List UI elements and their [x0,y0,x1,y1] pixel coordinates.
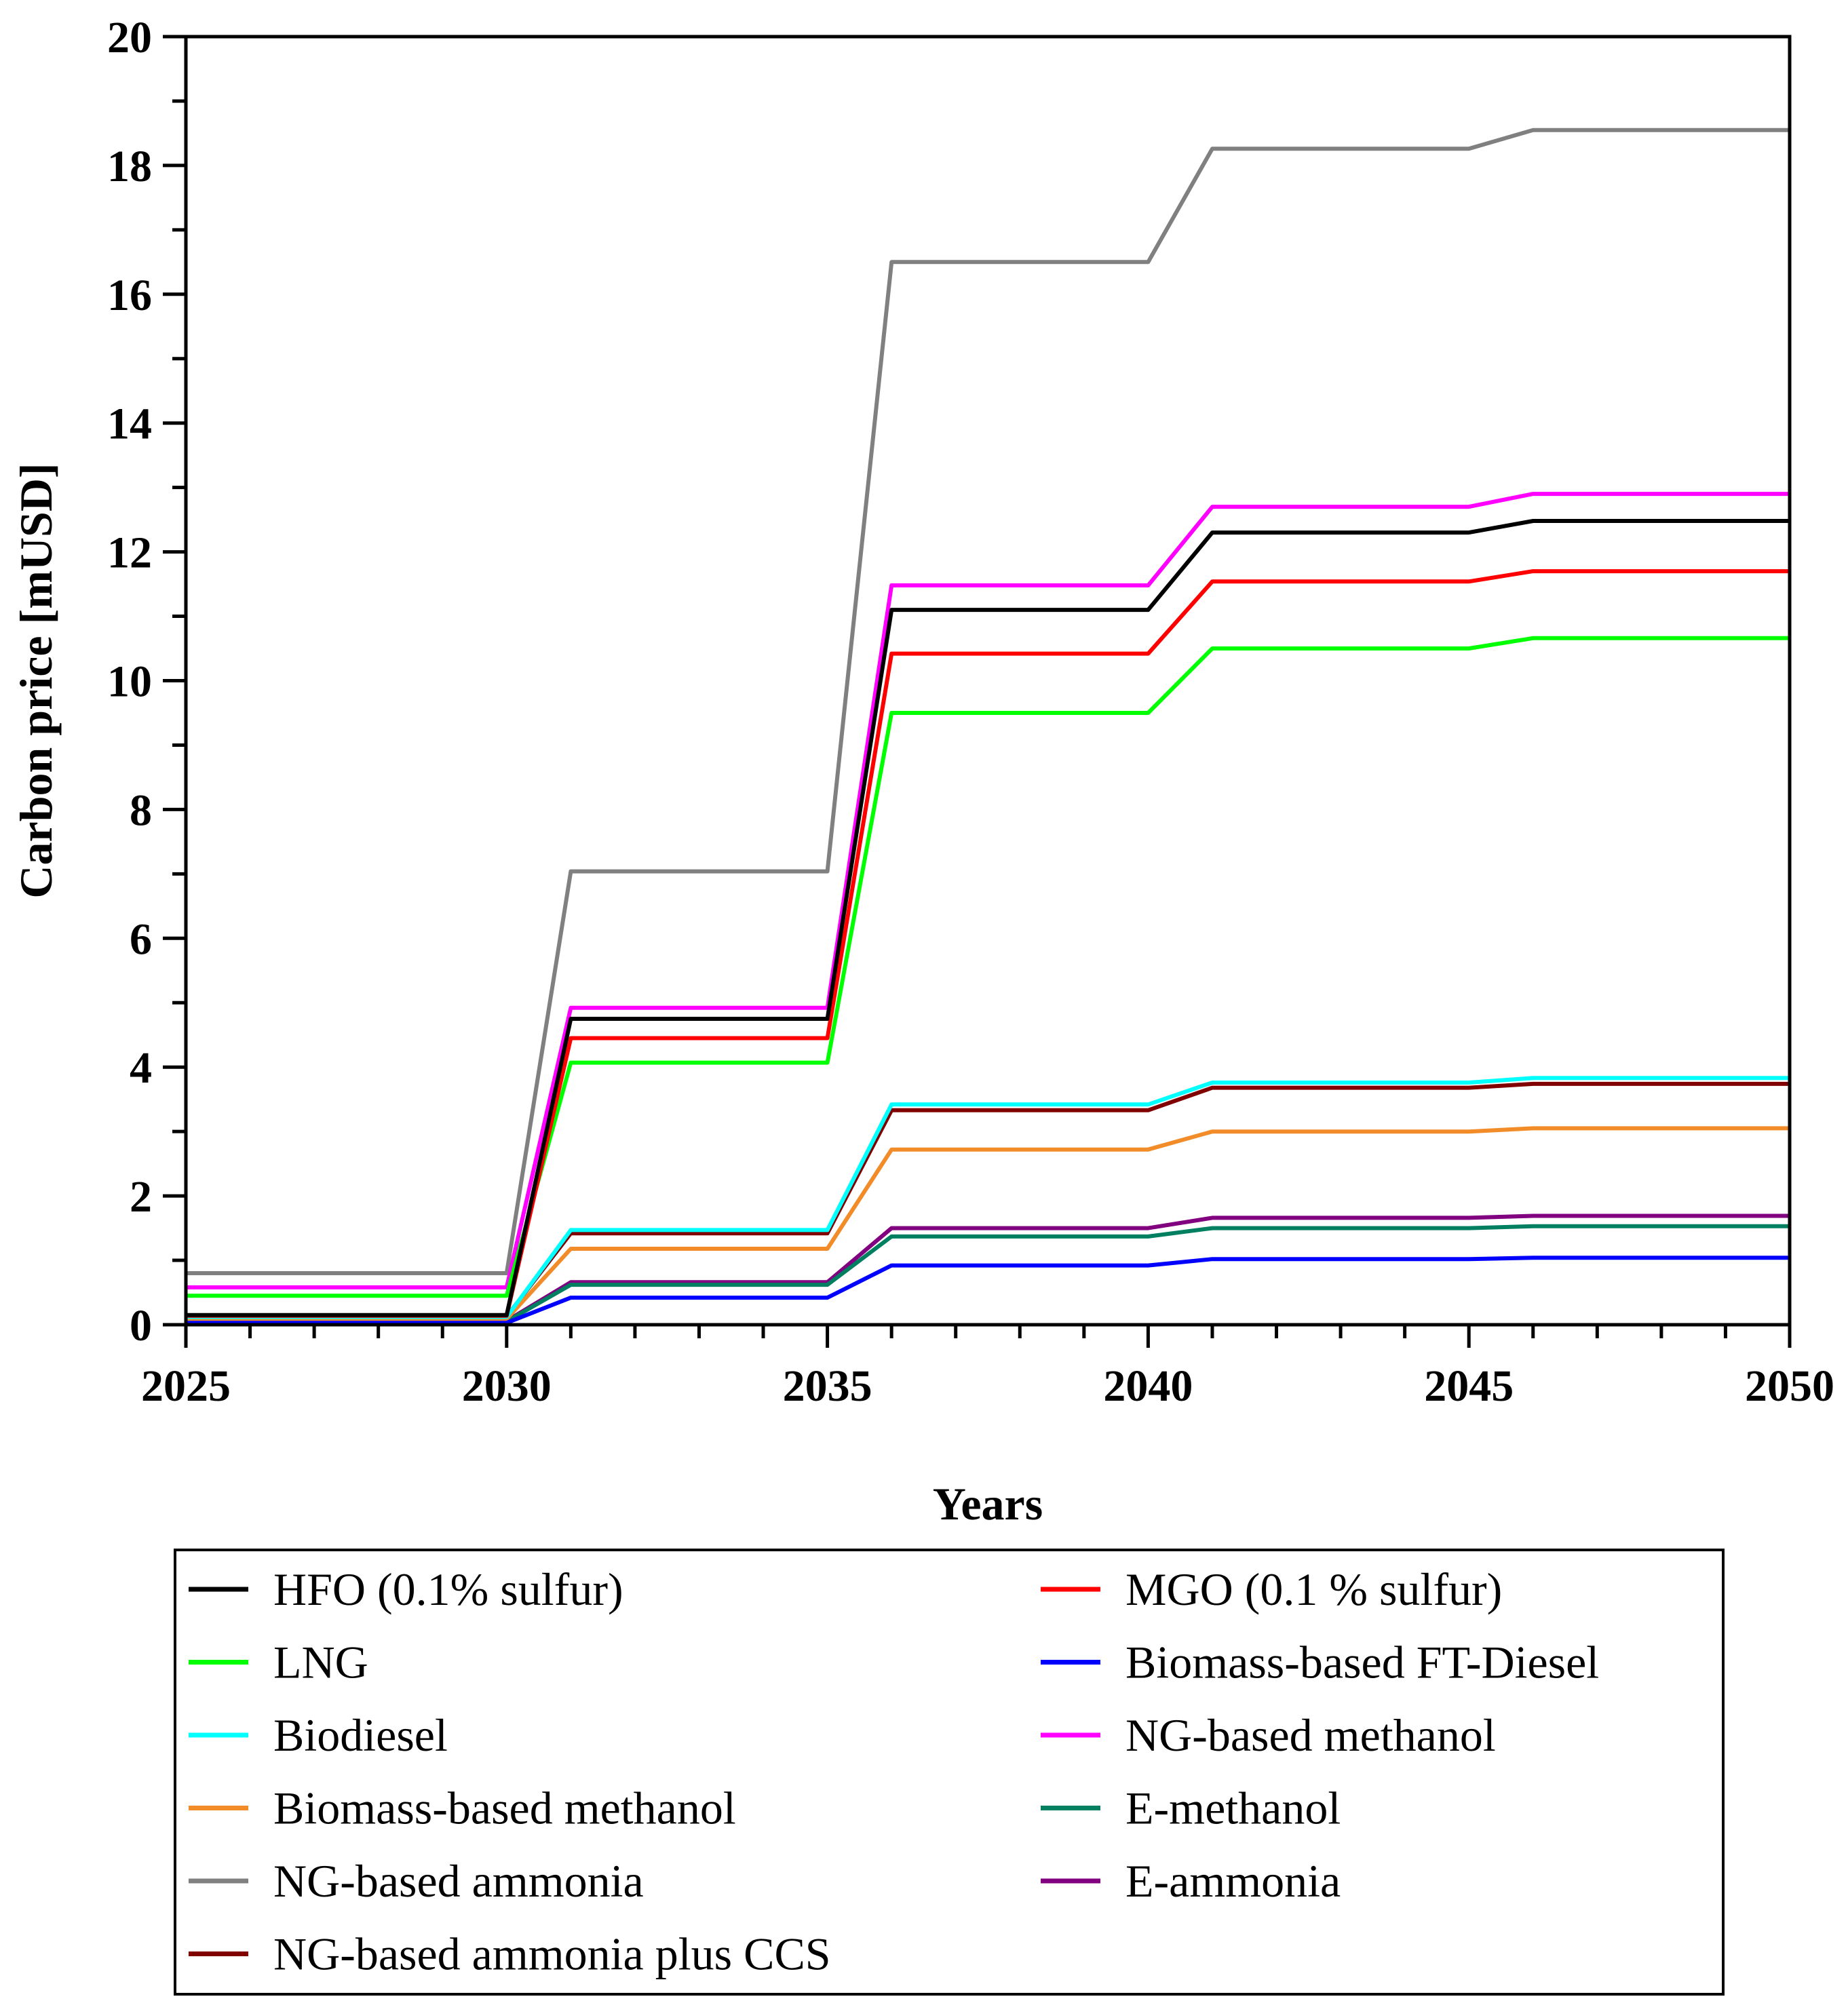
series-line-biomass-based-methanol [186,1126,1790,1321]
y-tick-label: 18 [107,142,152,191]
legend: HFO (0.1% sulfur) MGO (0.1 % sulfur) LNG Bi… [174,1549,1725,1996]
y-tick-label: 4 [130,1043,152,1093]
series-layer [186,128,1790,1325]
x-tick-label: 2050 [1745,1361,1834,1411]
series-line-biomass-based-ft-diesel [186,1256,1790,1325]
legend-label-hfo-0-1-sulfur: HFO (0.1% sulfur) [273,1563,623,1615]
axis-tick-labels: 2025 2030 2035 2040 2045 2050 0 2 4 6 8 10 12 14 16 18 2… [107,13,1834,1411]
axis-ticks [163,35,1792,1348]
y-tick-label: 8 [130,785,152,835]
legend-label-e-methanol: E-methanol [1125,1783,1341,1834]
series-line-lng [186,636,1790,1298]
legend-label-ng-based-ammonia: NG-based ammonia [273,1855,644,1907]
y-tick-label: 20 [107,13,152,62]
x-axis-title: Years [933,1478,1043,1530]
y-tick-label: 10 [107,657,152,707]
x-tick-label: 2045 [1424,1361,1514,1411]
y-tick-label: 12 [107,528,152,578]
y-tick-label: 0 [130,1301,152,1351]
series-line-ng-based-ammonia [186,128,1790,1275]
series-line-mgo-0-1-sulfur [186,569,1790,1318]
series-line-hfo-0-1-sulfur [186,519,1790,1317]
legend-label-biodiesel: Biodiesel [273,1709,448,1761]
legend-label-ng-based-ammonia-plus-ccs: NG-based ammonia plus CCS [273,1928,831,1980]
legend-label-mgo-0-1-sulfur: MGO (0.1 % sulfur) [1125,1563,1502,1615]
x-tick-label: 2040 [1103,1361,1193,1411]
series-line-ng-based-ammonia-plus-ccs [186,1081,1790,1319]
y-tick-label: 2 [130,1172,152,1222]
x-tick-label: 2025 [141,1361,231,1411]
legend-label-ng-based-methanol: NG-based methanol [1125,1709,1496,1761]
legend-frame [174,1549,1725,1996]
plot-area-frame [184,35,1792,1327]
y-tick-label: 14 [107,400,152,449]
legend-label-biomass-based-methanol: Biomass-based methanol [273,1783,736,1834]
y-tick-label: 6 [130,914,152,964]
legend-label-lng: LNG [273,1637,368,1688]
series-line-e-ammonia [186,1213,1790,1323]
series-line-biodiesel [186,1076,1790,1319]
y-axis-title: Carbon price [mUSD] [10,463,62,898]
legend-label-biomass-based-ft-diesel: Biomass-based FT-Diesel [1125,1637,1599,1688]
series-line-ng-based-methanol [186,492,1790,1289]
x-tick-label: 2030 [462,1361,552,1411]
series-line-e-methanol [186,1224,1790,1324]
y-tick-label: 16 [107,271,152,320]
legend-label-e-ammonia: E-ammonia [1125,1855,1341,1907]
x-tick-label: 2035 [783,1361,872,1411]
